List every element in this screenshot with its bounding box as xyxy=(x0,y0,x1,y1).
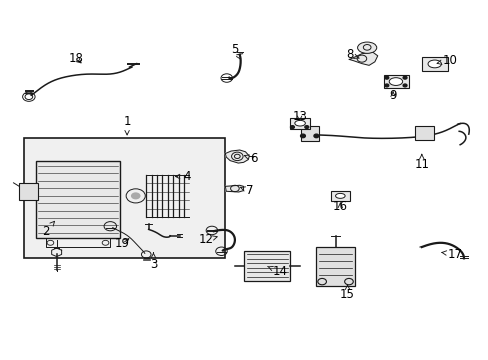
Bar xyxy=(19,183,39,201)
Circle shape xyxy=(384,76,388,79)
Text: 6: 6 xyxy=(244,152,257,165)
Circle shape xyxy=(402,84,406,87)
Ellipse shape xyxy=(427,60,441,68)
Circle shape xyxy=(300,134,305,138)
Polygon shape xyxy=(225,185,243,192)
Circle shape xyxy=(313,134,318,138)
Text: 14: 14 xyxy=(267,265,287,278)
Text: 2: 2 xyxy=(42,221,55,238)
Ellipse shape xyxy=(357,42,376,53)
Circle shape xyxy=(290,126,294,129)
Text: 16: 16 xyxy=(332,200,347,213)
Circle shape xyxy=(304,126,308,129)
Bar xyxy=(24,138,225,258)
Text: 15: 15 xyxy=(339,285,354,301)
Ellipse shape xyxy=(388,78,402,85)
Bar xyxy=(414,126,433,140)
Text: 10: 10 xyxy=(436,54,457,67)
Text: 17: 17 xyxy=(441,248,462,261)
Text: 8: 8 xyxy=(346,48,358,61)
Text: 11: 11 xyxy=(413,154,428,171)
Bar xyxy=(244,251,289,280)
Bar xyxy=(330,190,349,201)
Polygon shape xyxy=(348,52,377,66)
Text: 9: 9 xyxy=(388,89,396,102)
Bar xyxy=(301,126,319,141)
Text: 18: 18 xyxy=(68,52,83,65)
Ellipse shape xyxy=(335,193,345,198)
Bar xyxy=(316,247,354,286)
Ellipse shape xyxy=(294,120,305,126)
Text: 1: 1 xyxy=(123,115,131,135)
Bar xyxy=(384,75,408,88)
Bar xyxy=(36,161,120,238)
Circle shape xyxy=(384,84,388,87)
Circle shape xyxy=(402,76,406,79)
Text: 4: 4 xyxy=(175,170,190,183)
Circle shape xyxy=(131,192,140,199)
Text: 5: 5 xyxy=(231,43,240,59)
Bar xyxy=(289,118,309,129)
Text: 13: 13 xyxy=(291,110,306,123)
Text: 3: 3 xyxy=(149,253,157,271)
Text: 19: 19 xyxy=(115,237,129,250)
Polygon shape xyxy=(225,150,249,163)
Text: 12: 12 xyxy=(198,234,217,247)
Bar xyxy=(421,57,447,71)
Text: 7: 7 xyxy=(240,184,252,197)
